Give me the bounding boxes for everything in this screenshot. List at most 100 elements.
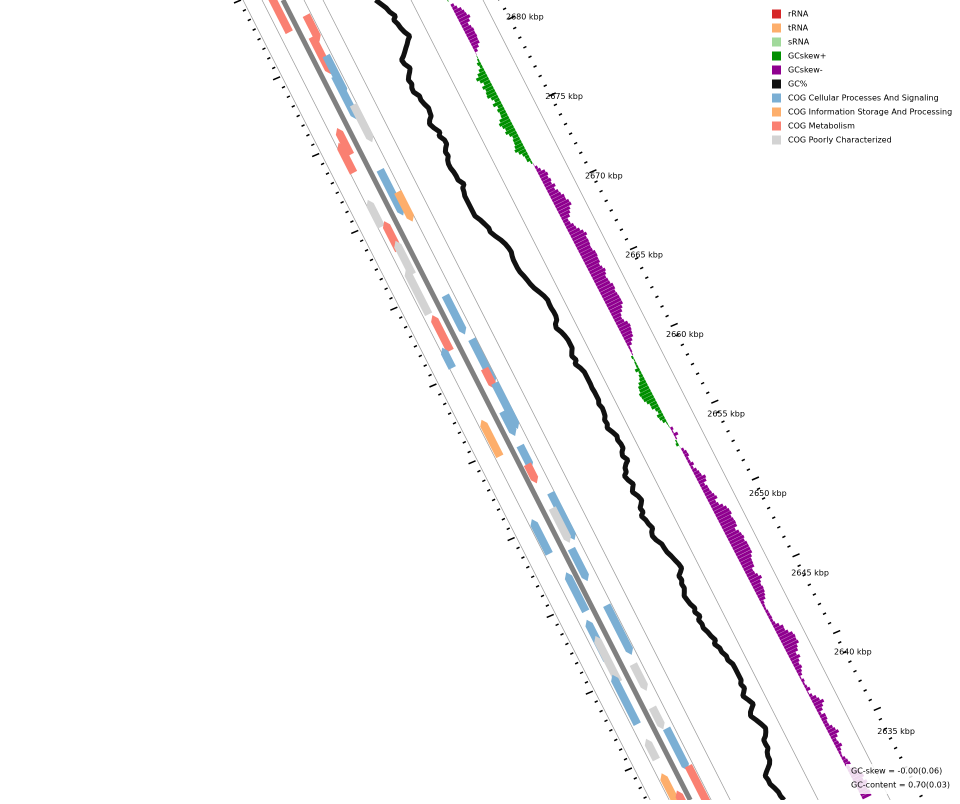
gc-skew [764, 608, 766, 609]
gc-skew [676, 444, 678, 445]
gc-content [376, 0, 785, 800]
ruler-tick [547, 614, 554, 617]
gc-skew [500, 111, 506, 114]
ruler-tick [389, 298, 392, 300]
ruler-tick [721, 421, 724, 423]
ruler-tick [267, 58, 270, 60]
gc-skew [686, 458, 688, 459]
gene-feature [645, 739, 660, 762]
ruler-tick [350, 221, 353, 223]
gc-skew [537, 169, 541, 171]
gc-skew [769, 617, 772, 618]
ruler-tick [559, 114, 562, 116]
gc-skew [840, 755, 842, 756]
track-line [262, 0, 669, 800]
gc-skew [523, 153, 528, 155]
ruler-tick [272, 67, 275, 69]
ruler-tick [584, 162, 587, 164]
ruler-tick [595, 701, 598, 703]
ruler-tick [671, 323, 678, 326]
legend-swatch [772, 52, 781, 61]
ruler-label: 2635 kbp [877, 727, 915, 736]
ruler-tick [438, 394, 441, 396]
ruler-tick [823, 613, 826, 615]
ruler-tick [813, 594, 816, 596]
gc-skew [639, 375, 642, 377]
ruler-tick [539, 75, 542, 77]
ruler-tick [600, 191, 603, 193]
gc-skew [689, 463, 693, 465]
gc-skew [525, 156, 529, 158]
ruler-label: 2650 kbp [749, 489, 787, 498]
ruler-tick [482, 480, 485, 482]
ruler-tick [610, 210, 613, 212]
legend-label: COG Cellular Processes And Signaling [788, 94, 939, 103]
ruler-tick [311, 144, 314, 146]
legend-label: tRNA [788, 24, 809, 33]
ruler-label: 2665 kbp [625, 251, 663, 260]
gc-skew [766, 611, 769, 612]
gc-skew [632, 357, 634, 358]
ruler-tick [321, 163, 324, 165]
gc-skew [825, 724, 829, 726]
ruler-tick [297, 115, 300, 117]
ruler-tick [859, 680, 862, 682]
gc-skew [842, 757, 845, 759]
ruler-tick [570, 653, 573, 655]
ruler-tick [920, 795, 923, 797]
gc-skew [691, 467, 693, 468]
ruler-tick [536, 586, 539, 588]
ruler-tick [258, 38, 261, 40]
ruler-tick [777, 527, 780, 529]
ruler-tick [306, 134, 309, 136]
ruler-tick [752, 477, 759, 480]
ruler-tick [569, 133, 572, 135]
ruler-tick [655, 296, 658, 298]
ruler-tick [341, 202, 344, 204]
ruler-tick [609, 730, 612, 732]
legend-label: sRNA [788, 38, 810, 47]
gc-skew [763, 605, 765, 606]
gc-skew [685, 454, 689, 456]
ruler-tick [864, 690, 867, 692]
gc-skew [672, 431, 673, 432]
ruler-tick [565, 643, 568, 645]
ruler-tick [448, 413, 451, 415]
legend-swatch [772, 38, 781, 47]
legend-label: rRNA [788, 10, 809, 19]
ruler-label: 2660 kbp [666, 330, 704, 339]
ruler-tick [701, 383, 704, 385]
ruler-tick [645, 277, 648, 279]
gc-skew [761, 602, 764, 603]
ruler-tick [625, 768, 632, 771]
ruler-tick [586, 691, 593, 694]
ruler-tick [360, 240, 363, 242]
gc-skew [773, 624, 779, 627]
gc-skew [823, 721, 827, 723]
ruler-tick [253, 29, 256, 31]
ruler-tick [390, 307, 397, 310]
ruler-tick [287, 96, 290, 98]
ruler-tick [614, 739, 617, 741]
gc-skew [675, 437, 676, 438]
ruler-tick [691, 363, 694, 365]
ruler-tick [554, 104, 557, 106]
ruler-tick [419, 355, 422, 357]
ruler-tick [326, 173, 329, 175]
ruler-tick [375, 269, 378, 271]
ruler-tick [262, 48, 265, 50]
gc-skew [636, 366, 638, 367]
ruler-label: 2675 kbp [545, 92, 583, 101]
ruler-tick [798, 565, 801, 567]
ruler-tick [639, 787, 642, 789]
gc-skew [692, 469, 696, 471]
ruler-tick [681, 344, 684, 346]
ruler-tick [564, 123, 567, 125]
gc-skew [811, 696, 816, 699]
ruler-tick [848, 661, 851, 663]
ruler-tick [292, 106, 295, 108]
legend-label: GCskew- [788, 66, 823, 75]
gc-skew [635, 363, 636, 364]
gc-skew [630, 350, 632, 351]
stats-text: GC-skew = -0.00(0.06) [851, 767, 942, 776]
